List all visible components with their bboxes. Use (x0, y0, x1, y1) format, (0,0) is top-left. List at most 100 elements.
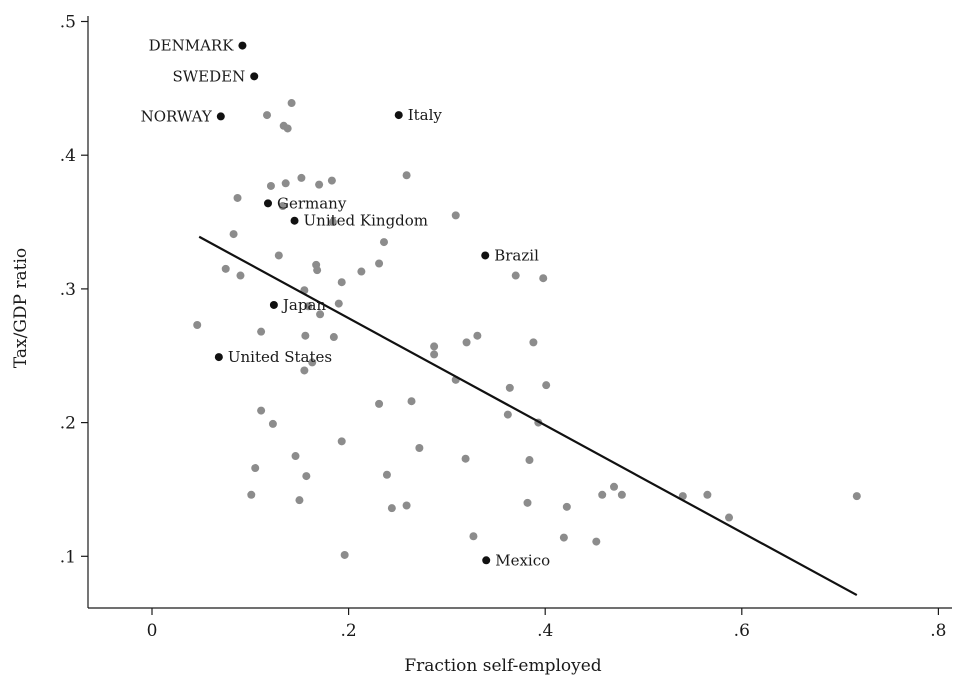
data-point (291, 452, 300, 461)
data-point (451, 211, 460, 220)
data-point (337, 278, 346, 287)
country-label: Mexico (495, 551, 550, 569)
data-point (266, 181, 275, 190)
labeled-data-point (214, 353, 223, 362)
data-point (316, 310, 325, 319)
data-point (610, 482, 619, 491)
data-point (592, 537, 601, 546)
data-point (313, 266, 322, 275)
data-point (617, 490, 626, 499)
data-point (302, 472, 311, 481)
data-point (462, 338, 471, 347)
data-point (357, 267, 366, 276)
country-label: United Kingdom (304, 212, 429, 230)
country-label: SWEDEN (172, 67, 245, 85)
x-tick-label: .4 (537, 621, 553, 641)
data-point (539, 274, 548, 283)
labeled-data-point (238, 41, 247, 50)
labeled-data-point (269, 300, 278, 309)
data-point (402, 171, 411, 180)
data-point (852, 492, 861, 501)
y-axis-title: Tax/GDP ratio (11, 248, 31, 368)
data-point (461, 454, 470, 463)
x-tick-label: 0 (147, 621, 158, 641)
data-point (327, 176, 336, 185)
country-label: Japan (281, 296, 327, 314)
data-point (430, 342, 439, 351)
data-point (229, 230, 238, 239)
data-point (315, 180, 324, 189)
country-label: United States (228, 348, 332, 366)
x-axis-title: Fraction self-employed (404, 656, 601, 676)
y-tick-label: .2 (60, 414, 76, 434)
data-point (542, 381, 551, 390)
data-point (511, 271, 520, 280)
labeled-data-point (481, 251, 490, 260)
data-point (251, 464, 260, 473)
data-point (337, 437, 346, 446)
labeled-data-point (482, 556, 491, 565)
data-point (559, 533, 568, 542)
x-tick-label: .8 (930, 621, 946, 641)
data-point (529, 338, 538, 347)
data-point (304, 302, 313, 311)
data-point (375, 399, 384, 408)
data-point (308, 358, 317, 367)
data-point (297, 173, 306, 182)
labeled-data-point (290, 216, 299, 225)
data-point (221, 264, 230, 273)
data-point (402, 501, 411, 510)
data-point (525, 456, 534, 465)
country-label: Italy (408, 106, 443, 124)
labeled-data-point (263, 199, 272, 208)
country-label: DENMARK (149, 37, 235, 55)
data-point (295, 496, 304, 505)
data-points (193, 99, 861, 559)
data-point (523, 498, 532, 507)
data-point (281, 179, 290, 188)
data-point (263, 111, 272, 120)
data-point (300, 366, 309, 375)
data-point (562, 502, 571, 511)
data-point (503, 410, 512, 419)
fit-line-group (198, 235, 858, 597)
country-label: Germany (277, 194, 347, 212)
data-point (340, 550, 349, 559)
y-tick-label: .1 (60, 547, 76, 567)
data-point (233, 193, 242, 202)
data-point (598, 490, 607, 499)
y-tick-label: .5 (60, 13, 76, 33)
data-point (382, 470, 391, 479)
data-point (257, 406, 266, 415)
data-point (379, 238, 388, 247)
data-point (283, 124, 292, 133)
data-point (236, 271, 245, 280)
country-label: Brazil (494, 246, 539, 264)
x-tick-label: .6 (734, 621, 750, 641)
country-label: NORWAY (141, 107, 213, 125)
data-point (278, 202, 287, 211)
y-axis-ticks: .1 .2 .3 .4 .5 (60, 13, 88, 567)
data-point (505, 383, 514, 392)
data-point (407, 397, 416, 406)
data-point (334, 299, 343, 308)
data-point (430, 350, 439, 359)
data-point (387, 504, 396, 513)
axes (87, 16, 952, 609)
data-point (375, 259, 384, 268)
data-point (473, 331, 482, 340)
labeled-data-point (216, 112, 225, 121)
labeled-data-point (394, 111, 403, 120)
data-point (328, 218, 337, 227)
data-point (301, 331, 310, 340)
data-point (257, 327, 266, 336)
x-tick-label: .2 (340, 621, 356, 641)
y-tick-label: .4 (60, 146, 76, 166)
data-point (193, 320, 202, 329)
fit-line (198, 235, 858, 597)
data-point (703, 490, 712, 499)
data-point (725, 513, 734, 522)
labeled-data-point (250, 72, 259, 81)
